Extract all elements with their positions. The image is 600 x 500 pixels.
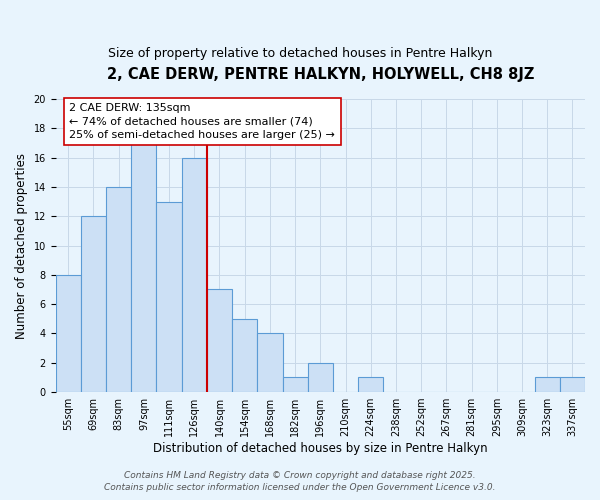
Bar [560,378,585,392]
Bar [81,216,106,392]
Bar [106,187,131,392]
Bar [207,290,232,392]
Bar [308,363,333,392]
Text: 2 CAE DERW: 135sqm
← 74% of detached houses are smaller (74)
25% of semi-detache: 2 CAE DERW: 135sqm ← 74% of detached hou… [69,104,335,140]
Bar [131,143,157,392]
Bar [358,378,383,392]
Bar [257,334,283,392]
Text: Size of property relative to detached houses in Pentre Halkyn: Size of property relative to detached ho… [108,48,492,60]
Bar [56,275,81,392]
Bar [182,158,207,392]
Text: Contains HM Land Registry data © Crown copyright and database right 2025.
Contai: Contains HM Land Registry data © Crown c… [104,471,496,492]
Bar [232,319,257,392]
X-axis label: Distribution of detached houses by size in Pentre Halkyn: Distribution of detached houses by size … [153,442,488,455]
Title: 2, CAE DERW, PENTRE HALKYN, HOLYWELL, CH8 8JZ: 2, CAE DERW, PENTRE HALKYN, HOLYWELL, CH… [107,68,534,82]
Bar [535,378,560,392]
Bar [157,202,182,392]
Y-axis label: Number of detached properties: Number of detached properties [15,152,28,338]
Bar [283,378,308,392]
